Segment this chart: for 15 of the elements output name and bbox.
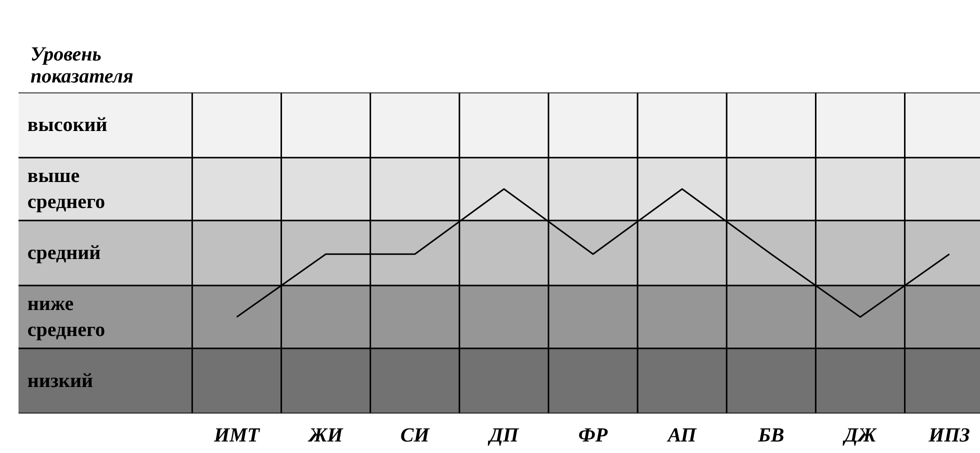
band-label: высокий: [27, 114, 108, 136]
band-label: ниже среднего: [27, 292, 106, 342]
x-tick-label: ФР: [578, 424, 608, 446]
band-label: низкий: [27, 370, 94, 392]
band-label: выше среднего: [27, 164, 106, 214]
x-tick-label: ЖИ: [306, 424, 344, 446]
x-tick-label: ДП: [487, 424, 520, 446]
x-tick-label: ИПЗ: [928, 424, 970, 446]
text: Уровень показателя: [30, 44, 134, 88]
x-tick-label: ИМТ: [212, 424, 260, 446]
x-tick-label: БВ: [757, 424, 784, 446]
band-label: средний: [27, 242, 101, 264]
x-tick-label: АП: [666, 424, 698, 446]
x-tick-label: ДЖ: [842, 424, 877, 446]
x-tick-label: СИ: [400, 424, 431, 446]
